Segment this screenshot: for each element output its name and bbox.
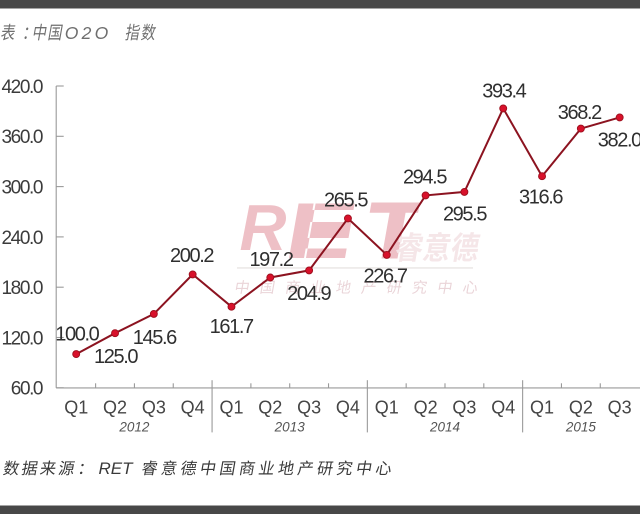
svg-text:2015: 2015 — [565, 419, 597, 434]
svg-text:316.6: 316.6 — [519, 186, 564, 208]
svg-text:Q2: Q2 — [414, 398, 438, 418]
svg-text:161.7: 161.7 — [210, 316, 255, 338]
svg-text:Q4: Q4 — [336, 398, 360, 418]
svg-text:O2O: O2O — [65, 23, 109, 43]
svg-text:2014: 2014 — [429, 419, 460, 434]
svg-text:125.0: 125.0 — [94, 346, 139, 368]
svg-text:300.0: 300.0 — [1, 178, 43, 199]
svg-text:Q3: Q3 — [452, 398, 476, 418]
svg-text:Q2: Q2 — [569, 398, 593, 418]
svg-text:197.2: 197.2 — [249, 249, 294, 271]
svg-text:420.0: 420.0 — [1, 77, 43, 98]
svg-text:Q1: Q1 — [219, 398, 243, 418]
svg-text:Q3: Q3 — [142, 398, 166, 418]
svg-text:2013: 2013 — [274, 419, 306, 434]
svg-text:240.0: 240.0 — [1, 228, 43, 249]
svg-text:2012: 2012 — [118, 419, 150, 434]
svg-text:Q1: Q1 — [375, 398, 399, 418]
svg-text:Q3: Q3 — [608, 398, 632, 418]
svg-text:145.6: 145.6 — [133, 327, 178, 349]
svg-text:60.0: 60.0 — [11, 379, 44, 400]
svg-text:Q4: Q4 — [181, 398, 205, 418]
svg-text:382.0: 382.0 — [598, 129, 640, 151]
svg-text:294.5: 294.5 — [403, 167, 448, 189]
svg-text:204.9: 204.9 — [287, 283, 332, 305]
svg-text:265.5: 265.5 — [324, 189, 369, 211]
svg-text:Q2: Q2 — [103, 398, 127, 418]
svg-text:368.2: 368.2 — [558, 102, 603, 124]
svg-text:393.4: 393.4 — [482, 80, 527, 102]
svg-text:226.7: 226.7 — [364, 266, 409, 288]
svg-text:295.5: 295.5 — [443, 204, 488, 226]
svg-text:R: R — [240, 191, 287, 264]
svg-text:100.0: 100.0 — [55, 323, 100, 345]
svg-text:Q2: Q2 — [258, 398, 282, 418]
svg-text:Q3: Q3 — [297, 398, 321, 418]
svg-text:Q4: Q4 — [491, 398, 515, 418]
svg-text:120.0: 120.0 — [1, 328, 43, 349]
svg-text:RET: RET — [99, 459, 135, 478]
svg-text:360.0: 360.0 — [1, 127, 43, 148]
svg-text:200.2: 200.2 — [170, 245, 215, 267]
svg-text:180.0: 180.0 — [1, 278, 43, 299]
svg-text:Q1: Q1 — [530, 398, 554, 418]
svg-text:Q1: Q1 — [64, 398, 88, 418]
